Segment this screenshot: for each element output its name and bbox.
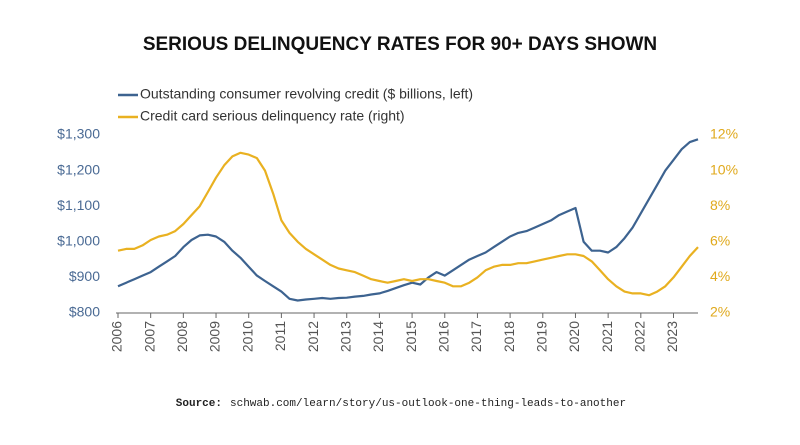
x-tick-label: 2009 bbox=[207, 321, 223, 352]
x-tick-label: 2019 bbox=[533, 321, 549, 352]
y-tick-label: $1,300 bbox=[57, 126, 100, 142]
y-tick-label: $900 bbox=[69, 268, 100, 284]
y-tick-label: $1,200 bbox=[57, 161, 100, 177]
x-tick-label: 2021 bbox=[599, 321, 615, 352]
y2-tick-label: 12% bbox=[710, 126, 738, 142]
source: schwab.com/learn/story/us-outlook-one-th… bbox=[230, 398, 626, 410]
x-tick-label: 2023 bbox=[664, 321, 680, 352]
y2-tick-label: 2% bbox=[710, 304, 730, 320]
x-tick-label: 2010 bbox=[239, 321, 255, 352]
chart-title: SERIOUS DELINQUENCY RATES FOR 90+ DAYS S… bbox=[143, 34, 657, 55]
y2-tick-label: 8% bbox=[710, 197, 730, 213]
y2-tick-label: 4% bbox=[710, 268, 730, 284]
x-tick-label: 2013 bbox=[337, 321, 353, 352]
x-tick-label: 2014 bbox=[370, 321, 386, 352]
legend-label: Outstanding consumer revolving credit ($… bbox=[140, 86, 473, 102]
x-tick-label: 2011 bbox=[272, 321, 288, 351]
x-tick-label: 2006 bbox=[109, 321, 125, 352]
x-tick-label: 2012 bbox=[305, 321, 321, 352]
x-tick-label: 2017 bbox=[468, 321, 484, 352]
x-tick-label: 2008 bbox=[174, 321, 190, 352]
series-line bbox=[117, 138, 699, 302]
y-tick-label: $800 bbox=[69, 304, 100, 320]
y-tick-label: $1,000 bbox=[57, 233, 100, 249]
source-label: Source: bbox=[176, 398, 222, 410]
x-tick-label: 2018 bbox=[501, 321, 517, 352]
x-tick-label: 2007 bbox=[141, 321, 157, 352]
y-tick-label: $1,100 bbox=[57, 197, 100, 213]
x-tick-label: 2022 bbox=[632, 321, 648, 352]
y2-tick-label: 10% bbox=[710, 161, 738, 177]
x-tick-label: 2016 bbox=[435, 321, 451, 352]
y2-tick-label: 6% bbox=[710, 233, 730, 249]
x-tick-label: 2015 bbox=[403, 321, 419, 352]
series-line bbox=[117, 151, 699, 297]
x-tick-label: 2020 bbox=[566, 321, 582, 352]
legend-label: Credit card serious delinquency rate (ri… bbox=[140, 108, 405, 124]
